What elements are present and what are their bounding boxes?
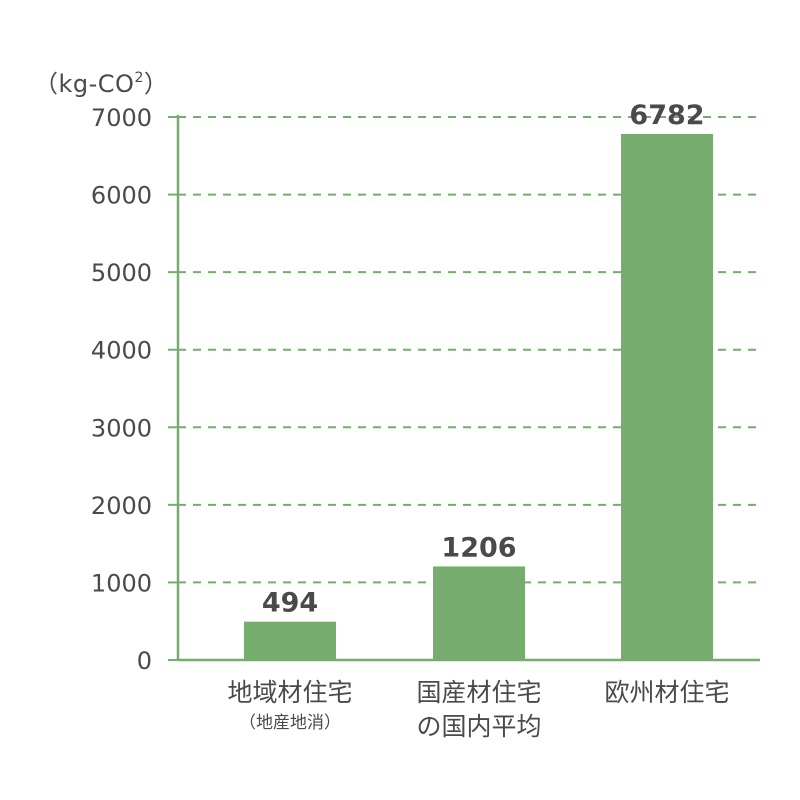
- value-label-bar-2: 1206: [441, 532, 516, 563]
- x-label-european-wood-house-line1: 欧州材住宅: [604, 678, 730, 707]
- y-tick-label-3000: 3000: [91, 414, 152, 442]
- y-tick-label-6000: 6000: [91, 182, 152, 210]
- y-tick-label-1000: 1000: [91, 569, 152, 597]
- y-tick-label-0: 0: [137, 647, 152, 675]
- x-label-domestic-wood-average-line2: の国内平均: [416, 712, 542, 741]
- y-tick-label-5000: 5000: [91, 259, 152, 287]
- x-label-local-wood-house-sub: （地産地消）: [239, 713, 341, 733]
- y-tick-label-4000: 4000: [91, 337, 152, 365]
- y-tick-label-7000: 7000: [91, 104, 152, 132]
- x-label-domestic-wood-average: 国産材住宅 の国内平均: [384, 676, 574, 744]
- x-label-local-wood-house-line1: 地域材住宅: [227, 678, 353, 707]
- bar-1: [244, 621, 336, 660]
- bar-3: [621, 133, 713, 660]
- x-label-european-wood-house: 欧州材住宅: [572, 676, 762, 710]
- value-label-bar-3: 6782: [629, 100, 704, 131]
- unit-close-paren: ）: [143, 70, 169, 98]
- value-label-bar-1: 494: [262, 588, 318, 619]
- x-label-domestic-wood-average-line1: 国産材住宅: [416, 678, 542, 707]
- y-axis-unit-label: （kg-CO2）: [34, 64, 168, 99]
- unit-superscript: 2: [134, 70, 144, 86]
- x-label-local-wood-house: 地域材住宅 （地産地消）: [195, 676, 385, 736]
- bar-2: [433, 566, 525, 660]
- unit-text: kg-CO: [58, 70, 135, 98]
- unit-open-paren: （: [34, 70, 59, 98]
- y-tick-label-2000: 2000: [91, 492, 152, 520]
